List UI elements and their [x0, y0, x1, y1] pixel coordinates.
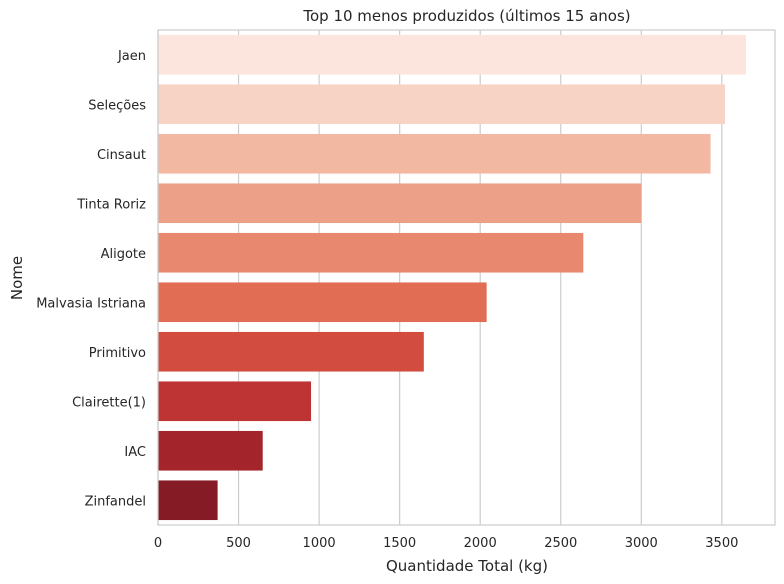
y-tick-label: Zinfandel — [85, 494, 146, 509]
bar — [158, 282, 487, 323]
chart-title: Top 10 menos produzidos (últimos 15 anos… — [302, 7, 630, 25]
y-tick-labels: Jaen Seleções Cinsaut Tinta Roriz Aligote Mal… — [36, 49, 146, 510]
x-tick-label: 3500 — [705, 536, 738, 551]
bar — [158, 430, 263, 471]
x-axis-label: Quantidade Total (kg) — [386, 557, 548, 575]
y-tick-label: Cinsaut — [97, 148, 146, 163]
y-axis-label: Nome — [8, 256, 26, 300]
y-tick-label: Clairette(1) — [72, 395, 146, 410]
bar — [158, 480, 218, 521]
bar — [158, 381, 312, 422]
x-tick-label: 0 — [154, 536, 162, 551]
bar — [158, 232, 584, 273]
bar — [158, 34, 747, 75]
plot-frame — [157, 29, 776, 526]
x-tick-label: 2500 — [544, 536, 577, 551]
y-tick-label: Primitivo — [89, 346, 146, 361]
x-tick-label: 500 — [226, 536, 251, 551]
y-tick-label: Seleções — [88, 98, 146, 113]
x-tick-labels: 0 500 1000 1500 2000 2500 3000 3500 — [154, 536, 739, 551]
y-tick-label: Tinta Roriz — [76, 197, 146, 212]
x-tick-label: 3000 — [625, 536, 658, 551]
x-tick-label: 1500 — [383, 536, 416, 551]
bar — [158, 183, 642, 224]
bars — [158, 34, 747, 521]
y-tick-label: Malvasia Istriana — [36, 296, 146, 311]
x-tick-label: 1000 — [303, 536, 336, 551]
y-tick-label: Aligote — [101, 247, 146, 262]
y-tick-label: Jaen — [117, 49, 146, 64]
y-tick-label: IAC — [124, 445, 146, 460]
bar — [158, 133, 711, 174]
bar — [158, 84, 726, 125]
x-tick-label: 2000 — [464, 536, 497, 551]
bar — [158, 331, 424, 372]
